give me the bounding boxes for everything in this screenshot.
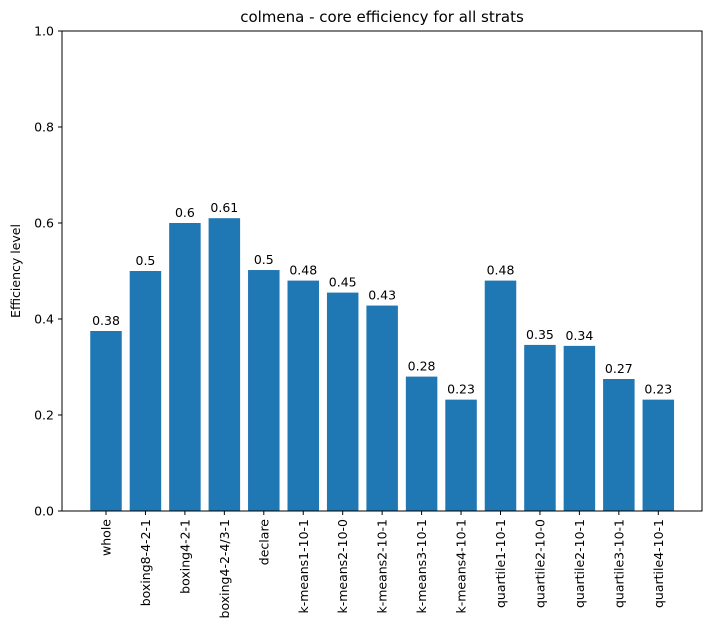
data-label: 0.48	[289, 263, 317, 278]
y-tick-label: 0.6	[34, 216, 54, 231]
bars-group	[90, 218, 675, 511]
data-label: 0.48	[487, 263, 515, 278]
y-tick-label: 1.0	[34, 24, 54, 39]
bar	[445, 399, 477, 511]
data-label: 0.43	[368, 288, 396, 303]
bar	[90, 331, 122, 511]
x-tick-label: boxing8-4-2-1	[138, 519, 153, 606]
data-label: 0.35	[526, 327, 554, 342]
bar	[484, 280, 517, 511]
x-tick-label: k-means1-10-1	[296, 519, 311, 614]
data-label: 0.27	[605, 361, 633, 376]
x-tick-label: k-means2-10-1	[375, 519, 390, 614]
data-label: 0.61	[210, 200, 238, 215]
y-tick-label: 0.4	[34, 312, 54, 327]
bar	[287, 280, 319, 511]
x-tick-label: k-means3-10-1	[414, 519, 429, 614]
data-label: 0.23	[447, 382, 475, 397]
data-label: 0.45	[329, 275, 357, 290]
y-tick-label: 0.0	[34, 504, 54, 519]
y-tick-label: 0.2	[34, 408, 54, 423]
data-label: 0.6	[175, 205, 195, 220]
bar	[208, 218, 241, 511]
x-tick-label: whole	[99, 519, 114, 556]
data-label: 0.34	[565, 328, 593, 343]
x-tick-label: quartile2-10-1	[572, 519, 587, 608]
bar	[603, 379, 635, 511]
data-labels-group: 0.38 0.5 0.6 0.61 0.5 0.48 0.45 0.43 0.28 0.23 0.4…	[92, 200, 672, 396]
y-tick-label: 0.8	[34, 120, 54, 135]
chart-title: colmena - core efficiency for all strats	[240, 8, 524, 26]
x-tick-label: boxing4-2-1	[177, 519, 192, 594]
x-tick-label: quartile4-10-1	[651, 519, 666, 608]
bar	[248, 270, 280, 511]
y-axis-ticks: 0.0 0.2 0.4 0.6 0.8 1.0	[34, 24, 62, 519]
x-tick-label: declare	[256, 519, 271, 565]
x-tick-label: quartile3-10-1	[611, 519, 626, 608]
x-axis-ticks: whole boxing8-4-2-1 boxing4-2-1 boxing4-2-4…	[99, 511, 666, 618]
data-label: 0.5	[136, 253, 156, 268]
data-label: 0.5	[254, 252, 274, 267]
bar	[326, 292, 359, 511]
data-label: 0.23	[644, 382, 672, 397]
x-tick-label: boxing4-2-4/3-1	[217, 519, 232, 618]
x-tick-label: k-means2-10-0	[335, 519, 350, 614]
data-label: 0.28	[408, 359, 436, 374]
x-tick-label: quartile2-10-0	[532, 519, 547, 608]
data-label: 0.38	[92, 313, 120, 328]
bar	[129, 271, 162, 511]
x-tick-label: quartile1-10-1	[493, 519, 508, 608]
bar	[524, 344, 556, 511]
bar	[366, 305, 398, 511]
plot-frame	[61, 30, 703, 512]
bar	[642, 399, 675, 511]
bar	[405, 376, 438, 511]
bar	[563, 345, 596, 511]
x-tick-label: k-means4-10-1	[454, 519, 469, 614]
y-axis-label: Efficiency level	[8, 224, 23, 318]
bar	[169, 223, 201, 511]
